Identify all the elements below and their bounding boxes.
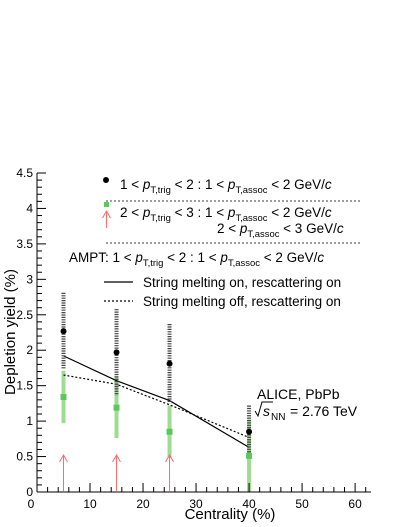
- y-tick-label: 4.5: [16, 166, 33, 180]
- green-data-point: [60, 394, 67, 401]
- data-points-layer: [60, 328, 253, 459]
- y-tick-label: 1.5: [16, 379, 33, 393]
- legend-text-part: p: [227, 177, 236, 192]
- legend-arrowhead: [102, 209, 111, 219]
- black-data-point: [246, 428, 253, 435]
- legend-text-part: p: [142, 177, 151, 192]
- legend-text-part: p: [227, 205, 236, 220]
- x-tick-label: 30: [189, 497, 203, 511]
- legend-text-part: < 3 : 1 <: [171, 205, 228, 220]
- legend-text-part: < 2 : 1 <: [163, 250, 220, 265]
- legend-text-part: AMPT: 1 <: [69, 250, 135, 265]
- upper-limit-arrowhead: [165, 453, 174, 463]
- model-curves-layer: [63, 355, 250, 448]
- legend-text-part: p: [219, 250, 228, 265]
- green-data-point: [113, 404, 120, 411]
- axes-layer: 0 0.5 1 1.5 2 2.5 3 3.5 4 4.5 10 20 30 40 50 60 0: [16, 166, 371, 511]
- y-tick-label: 4: [26, 201, 33, 215]
- x-axis-label: Centrality (%): [185, 506, 276, 523]
- x-tick-label: 50: [295, 497, 309, 511]
- legend-text-part: c: [317, 250, 324, 265]
- legend-text-part: < 2 GeV/: [260, 250, 318, 265]
- legend-black-marker: [103, 177, 109, 183]
- legend-text-part: T,trig: [150, 213, 170, 224]
- legend-green-marker: [104, 202, 109, 207]
- black-data-point: [60, 328, 67, 335]
- legend-text-part: p: [134, 250, 143, 265]
- annotation-energy: = 2.76 TeV: [290, 403, 358, 419]
- sqrt-sign: [254, 401, 273, 418]
- legend-text-part: c: [325, 205, 332, 220]
- ampt-melting-off-curve: [63, 374, 250, 438]
- legend-text-part: T,assoc: [235, 213, 267, 224]
- x-tick-label: 10: [83, 497, 97, 511]
- legend-text-part: T,trig: [150, 185, 170, 196]
- y-tick-label: 2: [26, 343, 33, 357]
- y-tick-label: 0: [28, 497, 35, 511]
- y-tick-label: 3.5: [16, 237, 33, 251]
- legend-ampt-header: AMPT: 1 < pT,trig < 2 : 1 < pT,assoc < 2…: [69, 250, 324, 269]
- legend-text-part: T,assoc: [235, 185, 267, 196]
- legend-text-part: < 2 : 1 <: [171, 177, 228, 192]
- y-axis-label: Depletion yield (%): [2, 269, 19, 395]
- green-data-point: [246, 452, 253, 459]
- legend: 1 < pT,trig < 2 : 1 < pT,assoc < 2 GeV/c…: [69, 177, 362, 309]
- x-tick-label: 20: [136, 497, 150, 511]
- legend-melting-off-label: String melting off, rescattering on: [143, 294, 341, 309]
- annotation-sqrt-var: s: [263, 403, 270, 419]
- y-tick-label: 1: [26, 414, 33, 428]
- legend-text-part: p: [239, 221, 248, 236]
- legend-text-part: 2 <: [120, 205, 143, 220]
- annotation-sqrt-sub: NN: [271, 412, 285, 423]
- legend-text-part: 2 <: [217, 221, 240, 236]
- legend-green-label-1: 2 < pT,trig < 3 : 1 < pT,assoc < 2 GeV/c: [120, 205, 332, 224]
- annotation-collaboration: ALICE, PbPb: [257, 386, 340, 402]
- y-tick-label: 0: [26, 485, 33, 499]
- legend-green-label-2: 2 < pT,assoc < 3 GeV/c: [217, 221, 344, 240]
- legend-black-label: 1 < pT,trig < 2 : 1 < pT,assoc < 2 GeV/c: [120, 177, 332, 196]
- y-tick-label: 2.5: [16, 308, 33, 322]
- legend-text-part: T,assoc: [228, 258, 260, 269]
- legend-text-part: p: [142, 205, 151, 220]
- legend-text-part: c: [325, 177, 332, 192]
- legend-text-part: < 2 GeV/: [267, 205, 325, 220]
- upper-limit-arrowhead: [59, 453, 68, 463]
- legend-melting-on-label: String melting on, rescattering on: [143, 275, 341, 290]
- green-data-point: [166, 428, 173, 435]
- y-tick-label: 0.5: [16, 450, 33, 464]
- legend-text-part: < 2 GeV/: [267, 177, 325, 192]
- legend-text-part: < 3 GeV/: [279, 221, 337, 236]
- error-bars-layer: [59, 292, 252, 491]
- black-data-point: [113, 349, 120, 356]
- x-tick-label: 40: [242, 497, 256, 511]
- legend-text-part: T,assoc: [247, 229, 279, 240]
- legend-text-part: 1 <: [120, 177, 143, 192]
- x-tick-label: 60: [348, 497, 362, 511]
- upper-limit-arrowhead: [112, 453, 121, 463]
- legend-text-part: c: [337, 221, 344, 236]
- black-data-point: [166, 360, 173, 367]
- legend-text-part: T,trig: [143, 258, 163, 269]
- y-tick-label: 3: [26, 272, 33, 286]
- ampt-melting-on-curve: [63, 355, 250, 448]
